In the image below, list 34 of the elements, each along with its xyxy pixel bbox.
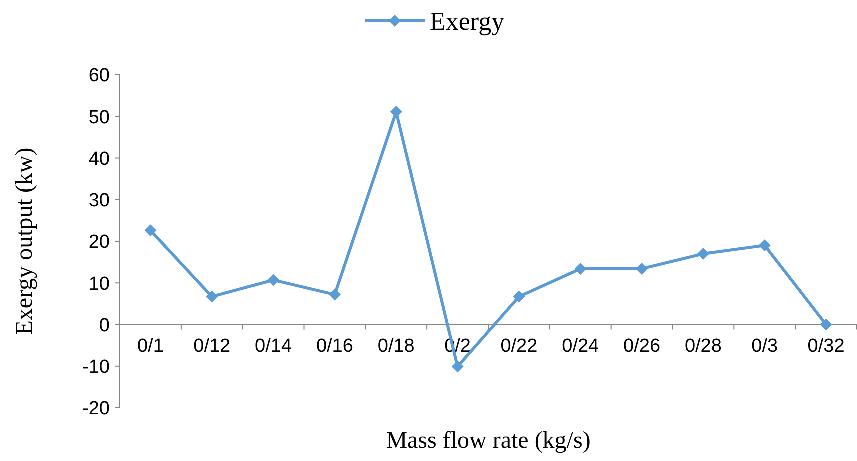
point xyxy=(206,290,218,303)
x-tick-label: 0/3 xyxy=(752,336,778,357)
y-tick-label: 10 xyxy=(88,274,110,295)
y-tick-label: 30 xyxy=(88,190,110,212)
point xyxy=(452,360,464,373)
x-tick-label: 0/32 xyxy=(808,336,845,357)
x-tick-label: 0/18 xyxy=(378,336,415,357)
y-tick-label: -20 xyxy=(82,398,110,420)
point xyxy=(697,248,710,260)
x-tick-label: 0/24 xyxy=(562,336,600,357)
y-tick-label: -10 xyxy=(82,357,110,378)
x-tick-label: 0/16 xyxy=(316,336,354,357)
y-tick-label: 20 xyxy=(88,232,110,254)
y-tick-label: 0 xyxy=(99,315,110,336)
x-axis-title: Mass flow rate (kg/s) xyxy=(386,428,591,454)
point xyxy=(758,240,771,252)
point xyxy=(820,318,832,331)
x-tick-label: 0/1 xyxy=(137,336,164,357)
legend-label: Exergy xyxy=(430,7,505,36)
y-tick-label: 50 xyxy=(88,107,110,128)
x-tick-label: 0/12 xyxy=(194,336,231,357)
point xyxy=(328,288,341,301)
x-tick-label: 0/28 xyxy=(684,336,722,357)
point xyxy=(268,274,280,286)
x-tick-label: 0/14 xyxy=(255,336,292,357)
y-tick-label: 60 xyxy=(88,66,110,87)
y-tick-label: 40 xyxy=(88,148,110,170)
x-tick-label: 0/26 xyxy=(624,336,661,357)
y-axis-title: Exergy output (kw) xyxy=(12,148,38,336)
x-tick-label: 0/22 xyxy=(500,336,538,357)
point xyxy=(144,224,157,237)
point xyxy=(513,290,526,303)
point xyxy=(390,106,402,118)
point xyxy=(636,262,648,275)
